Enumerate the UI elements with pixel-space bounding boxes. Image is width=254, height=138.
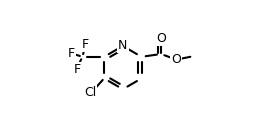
Text: Cl: Cl — [84, 86, 96, 99]
Text: O: O — [156, 32, 166, 45]
Text: F: F — [82, 39, 89, 51]
Text: F: F — [68, 47, 75, 60]
Text: N: N — [118, 39, 128, 52]
Text: O: O — [171, 53, 181, 66]
Text: F: F — [73, 63, 81, 76]
